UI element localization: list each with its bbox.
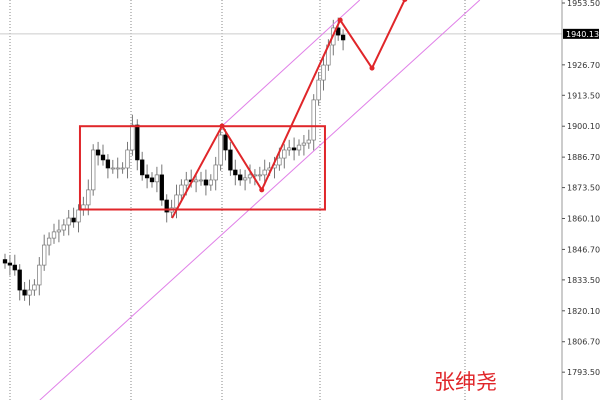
candle-body xyxy=(164,199,169,213)
candle-body xyxy=(66,217,71,226)
watermark: 张绅尧 xyxy=(434,370,497,394)
candle-body xyxy=(159,174,164,201)
candle-body xyxy=(233,169,238,176)
candle-body xyxy=(32,284,37,291)
candle-body xyxy=(154,174,160,183)
candle-body xyxy=(149,177,155,183)
candle-body xyxy=(301,142,307,146)
candle-body xyxy=(71,217,76,223)
drawings xyxy=(39,0,481,400)
candle-body xyxy=(321,64,326,81)
candle-body xyxy=(135,124,140,161)
candle-body xyxy=(115,167,120,170)
channel-lower-line xyxy=(39,0,481,400)
candle-body xyxy=(238,174,243,181)
candle-body xyxy=(144,174,150,179)
candle-body xyxy=(17,269,22,291)
candle-body xyxy=(51,231,57,239)
candle-body xyxy=(120,167,125,170)
candle-body xyxy=(179,184,184,196)
candle-body xyxy=(91,149,96,191)
arrow-head-icon xyxy=(402,0,408,3)
candle-body xyxy=(61,224,66,231)
y-tick-label: 1926.70 xyxy=(567,61,600,70)
candle-body xyxy=(105,159,111,169)
candle-body xyxy=(76,209,81,223)
candle-body xyxy=(262,169,267,176)
candle-body xyxy=(130,124,135,151)
candle-body xyxy=(193,179,199,183)
current-price-label: 1940.13 xyxy=(566,30,599,39)
candle-body xyxy=(198,179,204,182)
candle-body xyxy=(340,34,346,41)
candle-body xyxy=(311,99,316,141)
y-tick-label: 1806.70 xyxy=(567,338,600,347)
candle-body xyxy=(86,189,91,206)
candle-body xyxy=(282,149,287,159)
candles xyxy=(2,17,346,306)
candle-body xyxy=(56,229,62,233)
candle-body xyxy=(336,27,341,36)
y-tick-label: 1873.50 xyxy=(567,184,600,193)
y-tick-label: 1833.50 xyxy=(567,276,600,285)
candle-body xyxy=(316,79,321,101)
grid xyxy=(0,0,562,400)
candle-body xyxy=(203,179,209,186)
candle-body xyxy=(110,167,115,170)
candle-body xyxy=(125,149,130,169)
arrow-head-icon xyxy=(259,187,265,193)
y-tick-label: 1900.10 xyxy=(567,122,600,131)
y-tick-label: 1846.70 xyxy=(567,245,600,254)
candle-body xyxy=(2,259,8,264)
arrow-head-icon xyxy=(219,123,225,129)
candle-body xyxy=(218,134,223,166)
candle-body xyxy=(12,264,17,271)
candle-body xyxy=(37,264,42,286)
candle-body xyxy=(27,289,32,296)
current-price-badge xyxy=(563,28,599,39)
candle-body xyxy=(247,174,253,179)
y-tick-label: 1793.50 xyxy=(567,368,600,377)
candle-body xyxy=(223,134,228,151)
arrow-head-icon xyxy=(369,65,375,71)
channel-upper-line xyxy=(221,0,361,127)
candle-body xyxy=(95,149,101,156)
candle-body xyxy=(208,179,213,186)
y-tick-label: 1913.50 xyxy=(567,91,600,100)
candle-body xyxy=(213,164,218,181)
candle-body xyxy=(140,159,145,176)
candle-body xyxy=(7,262,13,266)
candle-body xyxy=(22,289,27,296)
zigzag-path xyxy=(171,0,406,219)
candle-body xyxy=(287,147,292,151)
candle-body xyxy=(228,149,233,171)
candle-body xyxy=(277,157,282,166)
candle-body xyxy=(100,154,106,161)
range-rectangle xyxy=(78,125,326,211)
y-tick-label: 1953.50 xyxy=(567,0,600,8)
candle-body xyxy=(184,179,189,186)
y-tick-label: 1886.70 xyxy=(567,153,600,162)
candle-body xyxy=(291,147,297,151)
candle-body xyxy=(306,139,311,144)
candle-body xyxy=(46,237,52,246)
candle-body xyxy=(242,177,248,181)
y-tick-label: 1860.10 xyxy=(567,215,600,224)
price-axis: 1953.50 1926.70 1913.50 1900.10 1886.70 1873.… xyxy=(562,0,600,377)
y-tick-label: 1820.10 xyxy=(567,307,600,316)
arrow-head-icon xyxy=(337,17,343,23)
candle-body xyxy=(42,244,47,266)
candle-body xyxy=(257,174,262,177)
candle-body xyxy=(296,144,302,151)
